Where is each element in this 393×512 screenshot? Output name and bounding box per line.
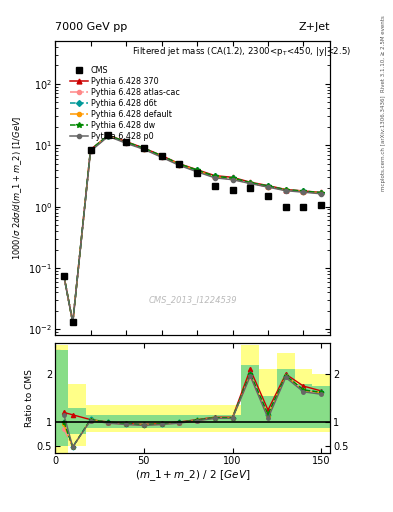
Text: Rivet 3.1.10, ≥ 2.5M events: Rivet 3.1.10, ≥ 2.5M events bbox=[381, 15, 386, 92]
X-axis label: $(m\_1 + m\_2)\ /\ 2\ [GeV]$: $(m\_1 + m\_2)\ /\ 2\ [GeV]$ bbox=[135, 468, 250, 483]
Text: Filtered jet mass (CA(1.2), 2300<p$_{\rm T}$<450, |y|<2.5): Filtered jet mass (CA(1.2), 2300<p$_{\rm… bbox=[132, 46, 351, 58]
Text: 7000 GeV pp: 7000 GeV pp bbox=[55, 22, 127, 32]
Text: Z+Jet: Z+Jet bbox=[299, 22, 330, 32]
Y-axis label: $1000/\sigma\ 2d\sigma/d(m\_1 + m\_2)\ [1/GeV]$: $1000/\sigma\ 2d\sigma/d(m\_1 + m\_2)\ [… bbox=[11, 116, 24, 261]
Text: CMS_2013_I1224539: CMS_2013_I1224539 bbox=[148, 295, 237, 305]
Legend: CMS, Pythia 6.428 370, Pythia 6.428 atlas-cac, Pythia 6.428 d6t, Pythia 6.428 de: CMS, Pythia 6.428 370, Pythia 6.428 atla… bbox=[70, 66, 180, 141]
Text: mcplots.cern.ch [arXiv:1306.3436]: mcplots.cern.ch [arXiv:1306.3436] bbox=[381, 96, 386, 191]
Y-axis label: Ratio to CMS: Ratio to CMS bbox=[25, 369, 34, 427]
